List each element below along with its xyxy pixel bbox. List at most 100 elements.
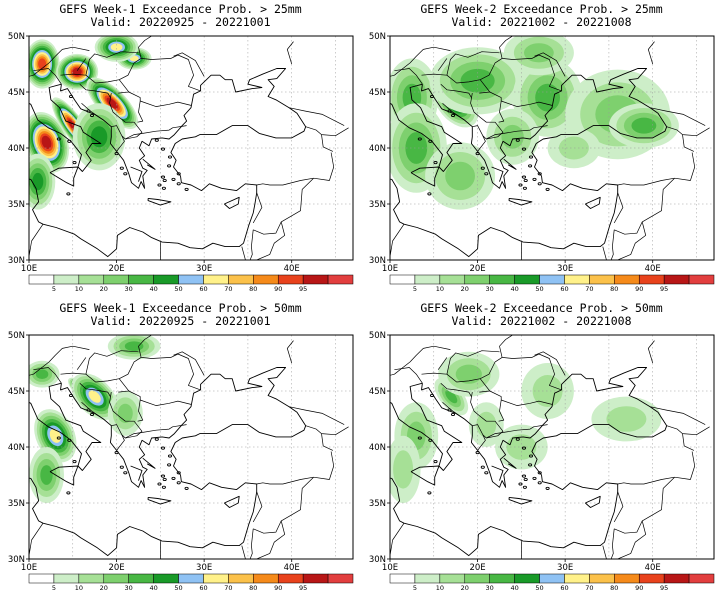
- border-line: [390, 62, 411, 77]
- border-line: [137, 100, 144, 123]
- border-line: [118, 79, 130, 94]
- colorbar-swatch: [514, 573, 540, 584]
- colorbar-swatch: [53, 573, 80, 584]
- colorbar: 5 10 20 30 40 50 60 70 80 90 95: [389, 573, 715, 592]
- border-line: [486, 424, 548, 439]
- border-line: [499, 36, 513, 59]
- island: [417, 137, 422, 141]
- island: [89, 412, 95, 417]
- border-line: [647, 41, 655, 65]
- island: [417, 436, 422, 440]
- colorbar-swatch: [464, 274, 490, 285]
- lat-tick-label: 35N: [8, 200, 25, 210]
- island: [68, 94, 74, 99]
- probability-shading: [29, 36, 152, 210]
- border-line: [60, 58, 142, 84]
- panel-title: GEFS Week-1 Exceedance Prob. > 50mm: [59, 301, 302, 315]
- border-line: [125, 125, 187, 140]
- panel-valid-dates: Valid: 20220925 - 20221001: [90, 15, 271, 29]
- border-line: [137, 399, 144, 422]
- island: [537, 182, 542, 186]
- border-line: [470, 392, 504, 439]
- probability-contour: [40, 465, 53, 485]
- island: [119, 465, 124, 469]
- island: [433, 460, 438, 464]
- lon-tick-label: 40E: [284, 264, 300, 274]
- lon-tick-label: 30E: [557, 563, 573, 573]
- border-line: [109, 392, 143, 439]
- colorbar-label: 20: [100, 285, 108, 293]
- border-line: [610, 229, 615, 260]
- coastline-crete: [147, 496, 172, 505]
- colorbar-label: 5: [52, 285, 56, 293]
- border-line: [502, 353, 562, 391]
- panel-week2-25mm: 10E 20E 30E 40E 30N 35N 40N 45N 50N 5 10 20 30 40 50 60…: [361, 0, 722, 299]
- coastline-peloponnese: [130, 465, 143, 481]
- border-line: [289, 406, 345, 425]
- border-line: [253, 476, 314, 534]
- island: [532, 476, 537, 480]
- lat-tick-label: 45N: [8, 387, 25, 397]
- graticule: [390, 36, 714, 260]
- border-line: [501, 100, 553, 107]
- colorbar-swatch: [327, 274, 354, 285]
- border-line: [253, 177, 314, 235]
- island: [484, 172, 489, 176]
- probability-shading: [390, 36, 679, 210]
- colorbar-label: 20: [461, 285, 469, 293]
- colorbar-swatch: [228, 573, 254, 584]
- border-line: [674, 451, 696, 480]
- island: [528, 164, 533, 168]
- coastline-balkan: [390, 367, 668, 557]
- border-line: [614, 476, 675, 534]
- coastline-sicily: [410, 465, 440, 486]
- colorbar-swatch: [564, 573, 590, 584]
- probability-contour: [32, 172, 44, 191]
- island: [523, 178, 528, 183]
- colorbar-swatch: [663, 274, 690, 285]
- colorbar: 5 10 20 30 40 50 60 70 80 90 95: [389, 274, 715, 293]
- colorbar-swatch: [514, 274, 540, 285]
- probability-contour: [106, 97, 118, 109]
- border-line: [421, 357, 503, 383]
- country-borders: [29, 36, 349, 260]
- island: [427, 491, 432, 495]
- border-line: [256, 476, 314, 485]
- border-line: [489, 390, 502, 400]
- border-line: [390, 224, 405, 257]
- island: [171, 177, 176, 181]
- colorbar-label: 70: [585, 285, 593, 293]
- lat-tick-label: 45N: [8, 88, 25, 98]
- island: [160, 446, 166, 450]
- probability-contour: [445, 161, 475, 191]
- border-line: [470, 93, 504, 140]
- colorbar-label: 80: [249, 285, 257, 293]
- colorbar-label: 80: [249, 584, 257, 592]
- lon-tick-label: 20E: [108, 264, 124, 274]
- island: [171, 476, 176, 480]
- coastline-italy: [29, 382, 102, 471]
- border-line: [138, 335, 152, 358]
- coastline-peloponnese: [491, 166, 504, 182]
- border-line: [479, 378, 491, 393]
- panel-week1-25mm: 10E 20E 30E 40E 30N 35N 40N 45N 50N 5 10 20 30 40 50 60…: [0, 0, 361, 299]
- border-line: [501, 399, 553, 406]
- island: [433, 161, 438, 165]
- island: [89, 113, 95, 118]
- colorbar-swatch: [464, 573, 490, 584]
- probability-contour: [38, 58, 47, 70]
- border-line: [128, 390, 141, 400]
- probability-contour: [524, 43, 554, 63]
- coastline-corsica: [17, 114, 26, 132]
- coastlines: [17, 36, 349, 260]
- coastline-balkan: [29, 68, 307, 258]
- island: [522, 485, 527, 489]
- colorbar-swatch: [688, 274, 715, 285]
- border-line: [442, 102, 465, 121]
- panel-week2-50mm: 10E 20E 30E 40E 30N 35N 40N 45N 50N 5 10 20 30 40 50 60…: [361, 299, 722, 598]
- colorbar-label: 30: [486, 584, 494, 592]
- colorbar-label: 30: [125, 285, 133, 293]
- colorbar-label: 40: [149, 584, 157, 592]
- island: [532, 177, 537, 181]
- colorbar-label: 50: [535, 285, 543, 293]
